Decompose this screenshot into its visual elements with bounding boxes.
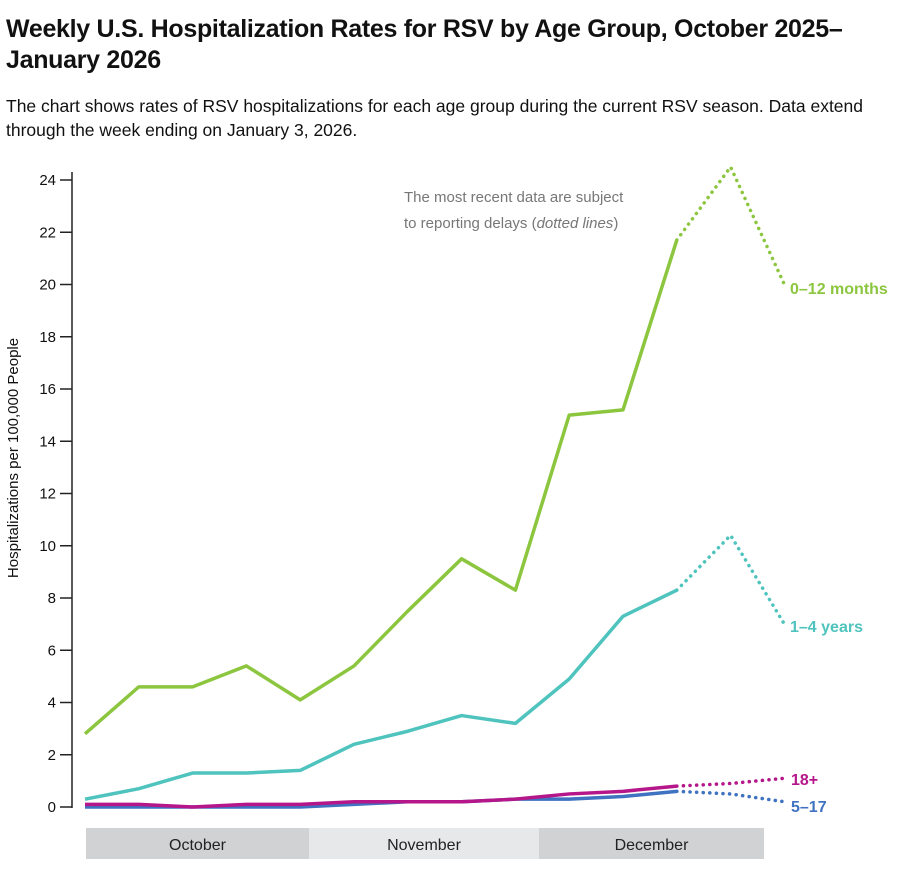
month-band [86, 828, 309, 859]
y-tick-label: 16 [39, 381, 56, 398]
month-label: October [169, 837, 227, 854]
month-label: December [615, 837, 689, 854]
annotation-italic: dotted lines [537, 215, 614, 232]
series-line-provisional [675, 163, 787, 287]
y-tick-label: 4 [48, 695, 56, 712]
annotation-line-1: The most recent data are subject [404, 189, 624, 206]
series-line [83, 239, 679, 736]
series-label: 0–12 months [790, 281, 888, 298]
y-tick-label: 18 [39, 329, 56, 346]
month-label: November [387, 837, 461, 854]
annotation-text: to reporting delays ( [404, 215, 537, 232]
series-label: 18+ [791, 772, 818, 789]
y-tick-label: 8 [48, 590, 56, 607]
month-band [309, 828, 539, 859]
month-band [539, 828, 764, 859]
y-tick-label: 0 [48, 799, 56, 816]
y-axis-label: Hospitalizations per 100,000 People [5, 338, 22, 578]
series-label: 1–4 years [790, 619, 863, 636]
series-line [84, 588, 678, 801]
y-tick-label: 10 [39, 538, 56, 555]
y-tick-label: 14 [39, 433, 56, 450]
y-tick-label: 20 [39, 277, 56, 294]
y-tick-label: 24 [39, 172, 56, 189]
chart-subtitle: The chart shows rates of RSV hospitaliza… [6, 96, 864, 140]
y-tick-label: 22 [39, 224, 56, 241]
series-line-provisional [675, 532, 787, 626]
chart-title: Weekly U.S. Hospitalization Rates for RS… [6, 15, 843, 74]
series-line-provisional [675, 776, 787, 788]
series-line-provisional [675, 789, 787, 804]
annotation-line-2: to reporting delays (dotted lines) [404, 215, 618, 232]
annotation-close: ) [613, 215, 618, 232]
y-tick-label: 6 [48, 642, 56, 659]
series-line [85, 784, 677, 809]
y-tick-label: 12 [39, 486, 56, 503]
y-tick-label: 2 [48, 747, 56, 764]
series-label: 5–17 [791, 799, 827, 816]
